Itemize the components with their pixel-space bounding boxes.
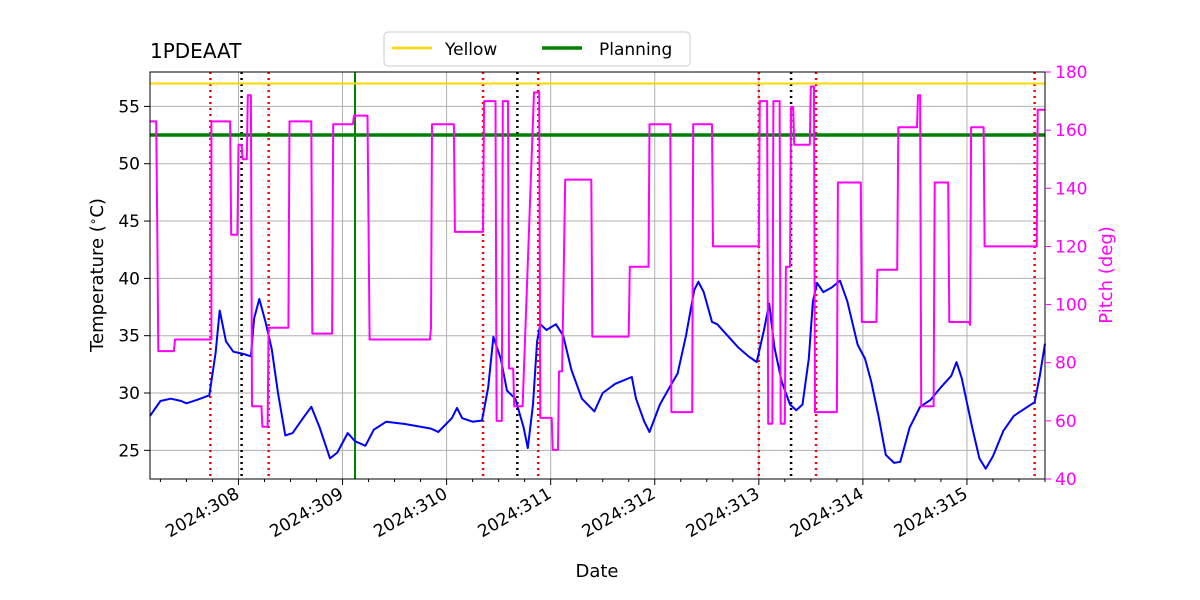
y-tick-label: 40 — [118, 269, 140, 289]
chart-title: 1PDEAAT — [150, 39, 242, 63]
y-tick-label: 35 — [118, 327, 140, 347]
x-tick-label: 2024:312 — [579, 484, 660, 542]
y2-tick-label: 160 — [1055, 121, 1087, 141]
x-tick-label: 2024:310 — [371, 484, 452, 542]
x-tick-label: 2024:309 — [266, 484, 347, 542]
series-lines — [149, 85, 1046, 470]
y2-tick-label: 40 — [1055, 470, 1077, 490]
y-tick-label: 55 — [118, 97, 140, 117]
x-axis: 2024:308 2024:309 2024:310 2024:311 2024:312… — [159, 479, 1046, 542]
y2-tick-label: 180 — [1055, 63, 1087, 83]
y-tick-label: 25 — [118, 441, 140, 461]
y2-tick-label: 140 — [1055, 179, 1087, 199]
x-axis-label: Date — [575, 561, 618, 582]
y-tick-label: 30 — [118, 384, 140, 404]
pitch-series-line — [150, 85, 1045, 451]
y2-tick-label: 120 — [1055, 237, 1087, 257]
y-axis-label: Temperature (∘C) — [86, 198, 108, 353]
y2-tick-label: 80 — [1055, 354, 1077, 374]
x-tick-label: 2024:315 — [891, 484, 972, 542]
y2-axis-label: Pitch (deg) — [1096, 226, 1117, 324]
grid — [150, 72, 1045, 479]
y-tick-label: 45 — [118, 212, 140, 232]
y-axis-left: 25 30 35 40 45 50 55 — [118, 97, 150, 461]
temperature-series-line — [149, 279, 1046, 470]
legend-yellow-label: Yellow — [444, 40, 497, 60]
threshold-lines — [150, 82, 1045, 137]
y2-tick-label: 60 — [1055, 412, 1077, 432]
y-tick-label: 50 — [118, 155, 140, 175]
y2-tick-label: 100 — [1055, 296, 1087, 316]
y-axis-right: 40 60 80 100 120 140 160 180 — [1045, 63, 1087, 490]
x-tick-label: 2024:314 — [787, 484, 868, 542]
x-tick-label: 2024:311 — [475, 484, 556, 542]
plot-frame — [149, 71, 1046, 480]
legend: Yellow Planning — [383, 31, 691, 67]
x-tick-label: 2024:308 — [162, 484, 243, 542]
x-tick-label: 2024:313 — [683, 484, 764, 542]
legend-planning-label: Planning — [599, 40, 672, 60]
legend-box — [383, 31, 691, 67]
